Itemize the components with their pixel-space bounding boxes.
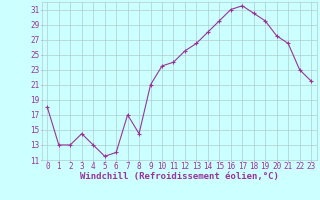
- X-axis label: Windchill (Refroidissement éolien,°C): Windchill (Refroidissement éolien,°C): [80, 172, 279, 181]
